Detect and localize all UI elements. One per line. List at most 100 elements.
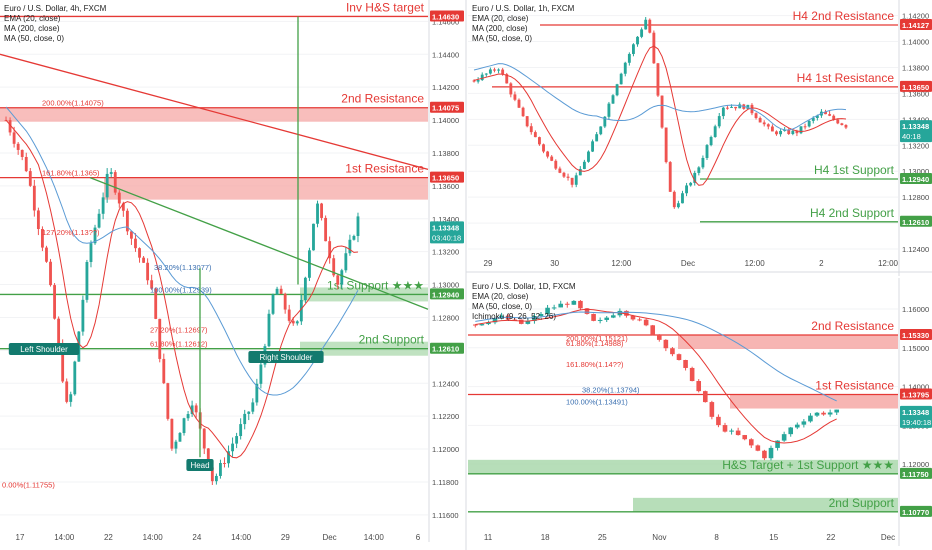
candle-body	[348, 239, 352, 254]
candle-body	[93, 227, 97, 244]
candle-body	[316, 203, 319, 224]
candle-body	[235, 436, 239, 444]
candle-body	[239, 424, 243, 437]
price-badge-label: 1.13650	[432, 174, 459, 183]
price-badge-label: 1.13348	[902, 408, 929, 417]
candle-body	[499, 315, 504, 319]
candle-body	[97, 213, 101, 228]
fib-label: 27.20%(1.12697)	[150, 325, 208, 334]
candle-body	[578, 300, 583, 309]
candle-body	[210, 467, 214, 482]
price-badge-label: 1.11750	[902, 470, 929, 479]
candle-body	[603, 116, 607, 127]
candle-body	[89, 243, 93, 262]
candle-body	[648, 19, 652, 33]
candle-body	[676, 203, 680, 208]
candle-body	[811, 117, 815, 121]
y-tick-label: 1.11600	[432, 511, 459, 520]
x-tick-label: 22	[826, 533, 835, 542]
price-badge-countdown: 40:18	[902, 132, 921, 141]
fib-label: 61.80%(1.12612)	[150, 339, 208, 348]
candle-body	[202, 428, 206, 449]
candle-body	[794, 424, 800, 428]
candle-body	[194, 405, 198, 413]
candle-body	[178, 433, 182, 442]
candle-body	[299, 299, 303, 322]
support-zone	[633, 497, 898, 512]
candle-body	[8, 120, 12, 133]
candle-body	[685, 185, 688, 194]
candle-body	[574, 175, 578, 185]
support-level-label: 2nd Support	[829, 496, 895, 510]
candle-body	[664, 127, 668, 163]
pattern-badge	[248, 351, 324, 363]
legend-entry: EMA (20, close)	[472, 292, 529, 301]
candle-body	[36, 210, 40, 230]
candle-body	[356, 216, 360, 236]
candle-body	[324, 217, 328, 242]
candle-body	[801, 421, 807, 425]
resistance-level-label: 2nd Resistance	[341, 92, 424, 106]
candle-body	[501, 69, 505, 75]
candle-body	[243, 413, 247, 425]
y-tick-label: 1.11800	[432, 478, 459, 487]
candle-body	[754, 113, 758, 119]
candle-body	[591, 313, 596, 321]
price-badge	[900, 388, 932, 400]
x-tick-label: 14:00	[364, 533, 385, 542]
legend-entry: MA (50, close, 0)	[472, 34, 532, 43]
x-tick-label: 25	[598, 533, 607, 542]
candle-body	[630, 315, 636, 320]
fib-label: 200.00%(1.14075)	[42, 99, 104, 108]
candle-body	[762, 122, 766, 125]
candle-body	[113, 172, 117, 193]
candle-body	[709, 137, 713, 146]
candle-body	[824, 111, 827, 115]
candle-body	[779, 130, 782, 135]
price-badge-label: 1.12940	[902, 175, 929, 184]
candle-body	[206, 448, 210, 468]
price-badge-countdown: 03:40:18	[432, 233, 461, 242]
candle-body	[597, 319, 603, 321]
candle-body	[488, 69, 492, 74]
trend-line	[0, 53, 429, 171]
y-tick-label: 1.13400	[902, 115, 929, 124]
y-tick-label: 1.15000	[902, 344, 929, 353]
x-tick-label: 30	[550, 259, 559, 268]
candle-body	[619, 73, 623, 85]
candle-body	[844, 125, 848, 128]
candle-body	[713, 126, 717, 138]
candle-body	[505, 74, 509, 84]
candle-body	[146, 262, 150, 281]
candle-body	[644, 19, 648, 30]
candle-body	[672, 191, 676, 208]
candle-body	[279, 288, 283, 294]
resistance-level-label: H4 1st Resistance	[797, 71, 895, 85]
support-level-label: H4 2nd Support	[810, 206, 895, 220]
pattern-label: Left Shoulder	[20, 345, 68, 354]
candle-body	[781, 434, 787, 441]
candle-body	[61, 345, 65, 382]
candle-body	[663, 339, 669, 349]
candle-body	[775, 440, 780, 448]
candle-body	[259, 364, 263, 384]
candle-body	[808, 415, 813, 422]
candle-body	[105, 173, 109, 198]
x-tick-label: 14:00	[54, 533, 75, 542]
candle-body	[186, 414, 190, 419]
y-tick-label: 1.12000	[902, 460, 929, 469]
price-badge-countdown: 19:40:18	[902, 418, 931, 427]
x-tick-label: 24	[192, 533, 201, 542]
candle-body	[791, 130, 795, 134]
candle-body	[283, 293, 287, 310]
fib-label: 161.80%(1.14??)	[566, 360, 624, 369]
price-badge	[430, 101, 464, 113]
x-tick-label: 15	[769, 533, 778, 542]
candle-body	[336, 275, 340, 285]
candle-body	[697, 167, 701, 173]
resistance-zone	[678, 335, 898, 350]
y-tick-label: 1.14600	[432, 17, 459, 26]
candle-body	[788, 427, 794, 435]
